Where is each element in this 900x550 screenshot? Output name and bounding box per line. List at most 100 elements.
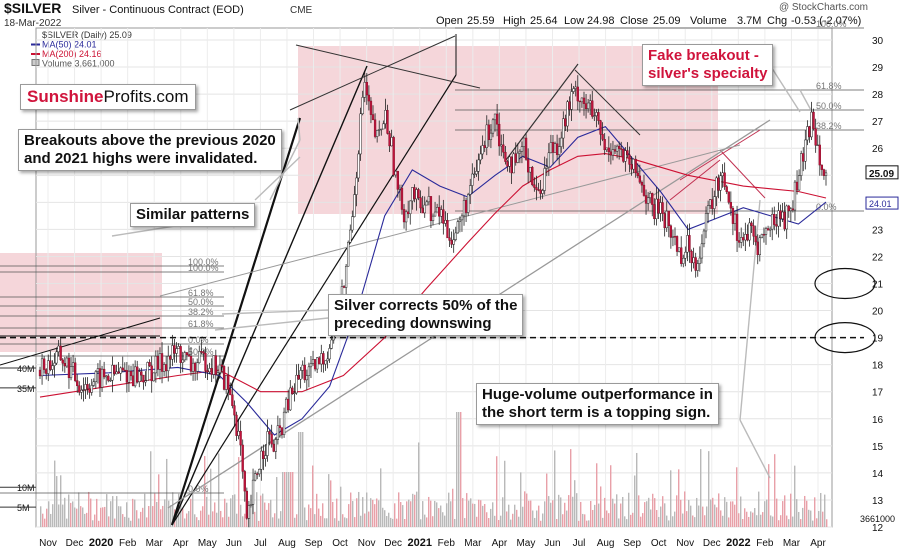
candle-body bbox=[688, 235, 691, 252]
candle-body bbox=[464, 200, 468, 213]
volume-bar bbox=[760, 514, 762, 527]
circled-level bbox=[814, 267, 876, 300]
candle-body bbox=[303, 364, 306, 381]
candle-body bbox=[220, 364, 224, 367]
volume-bar bbox=[284, 472, 286, 527]
volume-bar bbox=[280, 511, 282, 527]
volume-bar bbox=[274, 513, 276, 527]
volume-bar bbox=[400, 502, 402, 527]
volume-bar bbox=[62, 504, 64, 527]
candle-body bbox=[196, 362, 199, 372]
volume-bar bbox=[536, 510, 538, 527]
volume-bar bbox=[562, 514, 564, 527]
candle-body bbox=[425, 201, 428, 206]
candle-body bbox=[737, 240, 741, 243]
candle-body bbox=[572, 88, 575, 92]
candle-body bbox=[498, 123, 501, 147]
volume-bar bbox=[444, 515, 446, 527]
volume-bar bbox=[534, 517, 536, 527]
volume-bar bbox=[512, 513, 514, 527]
x-tick-label: Oct bbox=[651, 538, 667, 549]
corrects-note: Silver corrects 50% of the preceding dow… bbox=[328, 294, 524, 336]
volume-bar bbox=[672, 516, 674, 527]
candle-body bbox=[766, 228, 770, 231]
y-tick-label: 20 bbox=[872, 307, 884, 318]
candle-body bbox=[299, 370, 302, 380]
volume-bar bbox=[418, 442, 420, 527]
volume-bar bbox=[598, 503, 600, 527]
candle-body bbox=[156, 355, 160, 370]
candle-body bbox=[407, 211, 410, 215]
candles bbox=[38, 72, 828, 528]
volume-bar bbox=[826, 519, 828, 527]
volume-bar bbox=[650, 509, 652, 527]
candle-body bbox=[675, 236, 679, 252]
candle-body bbox=[404, 211, 408, 223]
candle-body bbox=[94, 371, 97, 382]
x-tick-label: Jul bbox=[573, 538, 586, 549]
candle-body bbox=[795, 181, 799, 191]
candle-body bbox=[526, 159, 530, 173]
candle-body bbox=[140, 371, 143, 376]
candle-body bbox=[471, 173, 474, 186]
candle-body bbox=[121, 367, 124, 371]
volume-bar bbox=[642, 513, 644, 527]
volume-bar bbox=[748, 516, 750, 527]
candle-body bbox=[243, 471, 246, 492]
candle-body bbox=[502, 144, 505, 153]
candle-body bbox=[810, 111, 813, 138]
candle-body bbox=[378, 129, 381, 131]
volume-bar bbox=[634, 475, 636, 527]
candle-body bbox=[589, 100, 592, 104]
candle-body bbox=[74, 362, 77, 381]
candle-body bbox=[272, 443, 275, 452]
candle-body bbox=[160, 353, 164, 372]
volume-bar bbox=[620, 503, 622, 527]
candle-body bbox=[671, 236, 675, 238]
volume-bar bbox=[216, 512, 218, 527]
candle-body bbox=[727, 191, 730, 203]
volume-line2: the short term is a topping sign. bbox=[482, 404, 711, 421]
annotation-pointer bbox=[739, 419, 771, 479]
volume-bar bbox=[146, 517, 148, 527]
candle-body bbox=[86, 384, 89, 389]
volume-bar bbox=[218, 453, 220, 527]
candle-body bbox=[421, 207, 424, 214]
volume-bar bbox=[648, 497, 650, 527]
candle-body bbox=[307, 366, 311, 376]
candle-body bbox=[63, 363, 66, 367]
volume-bar bbox=[540, 520, 542, 527]
low-value: 24.98 bbox=[587, 15, 615, 27]
volume-bar bbox=[766, 499, 768, 527]
volume-bar bbox=[48, 501, 50, 527]
candle-body bbox=[158, 353, 162, 370]
volume-bar bbox=[448, 492, 450, 527]
volume-bar bbox=[316, 493, 318, 527]
volume-bar bbox=[786, 515, 788, 527]
volume-bar bbox=[144, 493, 146, 527]
candle-body bbox=[328, 348, 331, 360]
candle-body bbox=[481, 145, 484, 155]
fib-label-right: 50.0% bbox=[816, 101, 842, 111]
candle-body bbox=[653, 204, 656, 220]
volume-bar bbox=[822, 511, 824, 527]
volume-bar bbox=[592, 509, 594, 527]
volume-bar bbox=[388, 512, 390, 527]
volume-bar bbox=[794, 465, 796, 527]
y-tick-label: 23 bbox=[872, 225, 884, 236]
candle-body bbox=[198, 351, 201, 363]
y-tick-label: 22 bbox=[872, 252, 884, 263]
candle-body bbox=[320, 353, 323, 365]
volume-bar bbox=[260, 495, 262, 527]
volume-note: Huge-volume outperformance in the short … bbox=[476, 383, 719, 425]
candle-body bbox=[191, 362, 195, 372]
volume-bar bbox=[78, 492, 80, 527]
volume-bar bbox=[224, 498, 226, 527]
candle-body bbox=[717, 177, 720, 191]
volume-bar bbox=[708, 451, 710, 527]
candle-body bbox=[522, 137, 526, 147]
candle-body bbox=[711, 199, 714, 209]
volume-tick-label: 35M bbox=[17, 384, 35, 394]
candle-body bbox=[210, 368, 213, 375]
candle-body bbox=[740, 237, 743, 243]
